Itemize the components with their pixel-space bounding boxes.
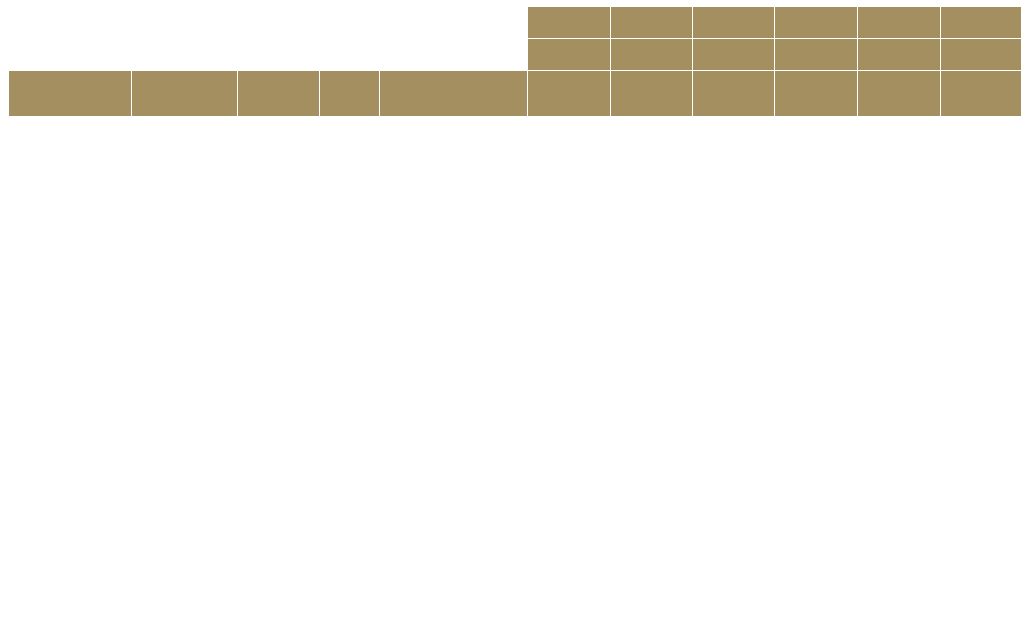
header-element-cu xyxy=(692,6,776,39)
header-sample xyxy=(8,70,132,117)
header-spacer xyxy=(8,6,528,39)
header-blank-pb xyxy=(774,70,859,117)
header-unit-zn xyxy=(857,38,942,71)
header-element-pb xyxy=(774,6,859,39)
element-name-row xyxy=(8,6,1023,39)
column-header-row xyxy=(8,70,1023,117)
header-spacer xyxy=(8,38,528,71)
header-blank-sb xyxy=(940,70,1023,117)
header-blank-zn xyxy=(857,70,942,117)
header-blank-au xyxy=(527,70,612,117)
header-element-ag xyxy=(610,6,694,39)
header-unit-ag xyxy=(610,38,694,71)
header-width xyxy=(378,70,529,117)
header-unit-cu xyxy=(692,38,776,71)
header-unit-pb xyxy=(774,38,859,71)
header-from xyxy=(237,70,320,117)
header-hole xyxy=(131,70,238,117)
unit-row xyxy=(8,38,1023,71)
header-unit-au xyxy=(527,38,612,71)
header-unit-sb xyxy=(940,38,1023,71)
header-element-zn xyxy=(857,6,942,39)
header-element-au xyxy=(527,6,612,39)
header-blank-cu xyxy=(692,70,776,117)
header-to xyxy=(319,70,380,117)
header-blank-ag xyxy=(610,70,694,117)
assay-results-table xyxy=(8,6,1023,117)
header-element-sb xyxy=(940,6,1023,39)
